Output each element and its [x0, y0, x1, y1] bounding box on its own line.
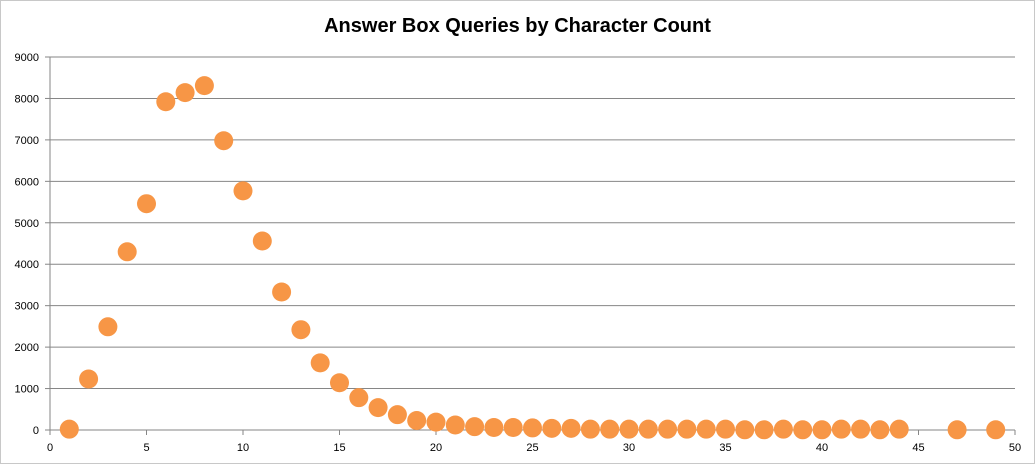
data-point: [59, 419, 79, 439]
data-point: [117, 242, 137, 262]
data-point: [735, 420, 755, 440]
y-tick-label: 9000: [15, 52, 39, 64]
x-tick-label: 30: [623, 442, 635, 454]
y-tick-label: 7000: [15, 135, 39, 147]
x-tick-label: 50: [1009, 442, 1021, 454]
data-point: [619, 419, 639, 439]
data-point: [638, 419, 658, 439]
x-tick-label: 15: [333, 442, 345, 454]
data-point: [812, 420, 832, 440]
y-tick-label: 3000: [15, 301, 39, 313]
y-tick-label: 0: [33, 425, 39, 437]
x-tick-label: 25: [526, 442, 538, 454]
data-point: [445, 415, 465, 435]
data-point: [349, 388, 369, 408]
y-tick-label: 1000: [15, 384, 39, 396]
data-point: [387, 405, 407, 425]
data-point: [986, 420, 1006, 440]
data-point: [947, 420, 967, 440]
axes: [45, 56, 1016, 435]
data-point: [156, 92, 176, 112]
data-point: [465, 417, 485, 437]
y-tick-label: 8000: [15, 93, 39, 105]
data-point: [831, 419, 851, 439]
data-point: [137, 194, 156, 214]
data-point: [580, 419, 600, 439]
data-point: [98, 317, 118, 337]
data-point: [561, 418, 581, 438]
data-point: [252, 231, 272, 251]
data-point: [889, 419, 909, 439]
x-tick-label: 0: [47, 442, 53, 454]
data-point: [542, 418, 562, 438]
tick-labels: 0 1000 2000 3000 4000 5000 6000 7000 8000 9000 0 5 1…: [15, 52, 1022, 454]
data-point: [330, 373, 349, 393]
data-point: [716, 419, 735, 439]
x-tick-label: 5: [143, 442, 149, 454]
data-point: [600, 419, 620, 439]
x-tick-label: 20: [430, 442, 442, 454]
data-point: [79, 369, 99, 389]
data-point: [793, 420, 813, 440]
x-tick-label: 10: [237, 442, 249, 454]
data-point: [754, 420, 774, 440]
data-point: [368, 398, 388, 418]
y-tick-label: 5000: [15, 218, 39, 230]
data-point: [272, 282, 292, 302]
y-tick-label: 2000: [15, 342, 39, 354]
data-point: [696, 419, 716, 439]
y-tick-label: 6000: [15, 176, 39, 188]
gridlines: [50, 56, 1015, 390]
data-point: [773, 419, 793, 439]
data-point: [870, 420, 890, 440]
y-tick-label: 4000: [15, 259, 39, 271]
data-point: [407, 410, 427, 430]
data-point: [175, 83, 195, 103]
data-points: [59, 76, 1006, 440]
data-point: [523, 418, 542, 438]
x-tick-label: 45: [912, 442, 924, 454]
data-point: [233, 181, 253, 201]
x-tick-label: 35: [719, 442, 731, 454]
data-point: [851, 419, 871, 439]
x-tick-label: 40: [816, 442, 828, 454]
data-point: [214, 131, 234, 151]
data-point: [503, 418, 523, 438]
data-point: [291, 320, 311, 340]
chart-title: Answer Box Queries by Character Count: [324, 15, 711, 37]
data-point: [658, 419, 678, 439]
data-point: [426, 412, 446, 432]
data-point: [194, 76, 214, 96]
data-point: [310, 353, 330, 373]
data-point: [484, 418, 504, 438]
data-point: [677, 419, 697, 439]
